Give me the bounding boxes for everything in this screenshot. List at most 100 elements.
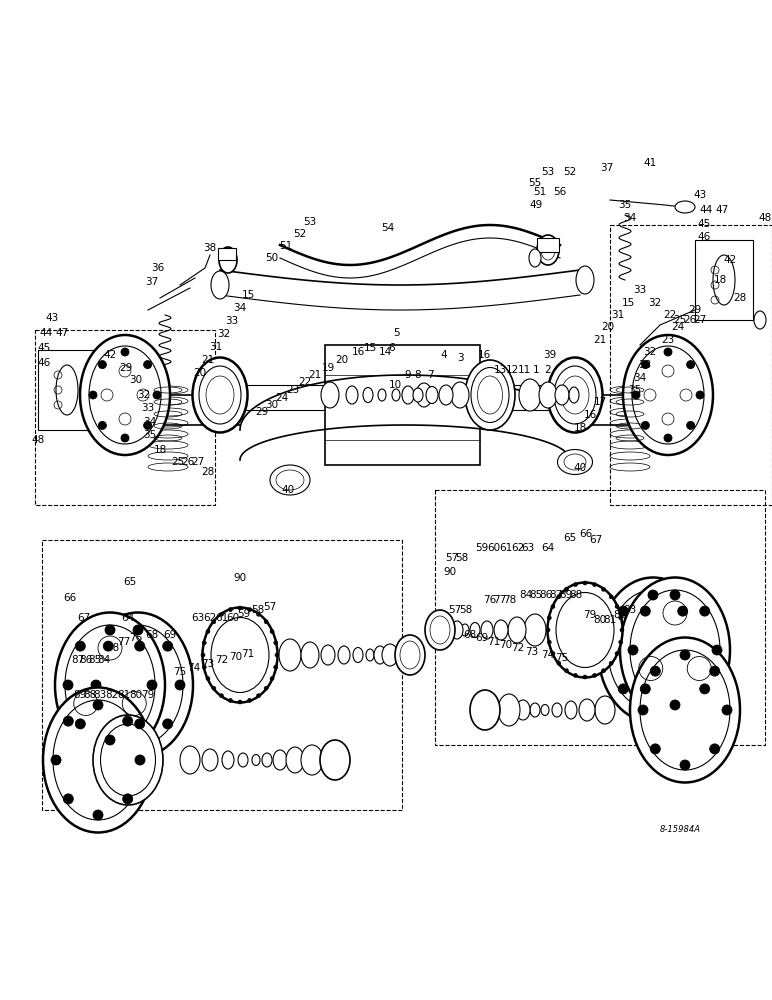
Circle shape <box>98 421 107 429</box>
Text: 35: 35 <box>628 385 642 395</box>
Circle shape <box>546 628 550 632</box>
Text: 62: 62 <box>511 543 525 553</box>
Text: 32: 32 <box>648 298 662 308</box>
Ellipse shape <box>623 335 713 455</box>
Bar <box>695 240 753 320</box>
Text: 60: 60 <box>226 613 239 623</box>
Text: 31: 31 <box>209 342 222 352</box>
Text: 29: 29 <box>689 305 702 315</box>
Circle shape <box>648 590 658 600</box>
Ellipse shape <box>425 610 455 650</box>
Circle shape <box>609 661 613 665</box>
Bar <box>35 330 215 505</box>
Circle shape <box>648 700 658 710</box>
Text: 69: 69 <box>164 630 177 640</box>
Text: 32: 32 <box>137 390 151 400</box>
Circle shape <box>564 587 568 591</box>
Circle shape <box>640 606 650 616</box>
Ellipse shape <box>547 582 622 678</box>
Ellipse shape <box>270 465 310 495</box>
Text: 25: 25 <box>171 457 185 467</box>
Text: 27: 27 <box>191 457 205 467</box>
Text: 5: 5 <box>393 328 399 338</box>
Text: 90: 90 <box>443 567 456 577</box>
Text: 18: 18 <box>154 445 167 455</box>
Circle shape <box>123 794 133 804</box>
Text: 34: 34 <box>633 373 647 383</box>
Text: 64: 64 <box>121 613 134 623</box>
Ellipse shape <box>222 751 234 769</box>
Text: 43: 43 <box>693 190 706 200</box>
Ellipse shape <box>471 367 509 422</box>
Text: 43: 43 <box>46 313 59 323</box>
Ellipse shape <box>55 612 165 758</box>
Circle shape <box>212 686 216 690</box>
Ellipse shape <box>402 386 414 404</box>
Ellipse shape <box>346 386 358 404</box>
Ellipse shape <box>461 624 469 636</box>
Circle shape <box>680 650 690 660</box>
Text: 42: 42 <box>723 255 736 265</box>
Text: 84: 84 <box>97 655 110 665</box>
Circle shape <box>601 669 605 673</box>
Text: 85: 85 <box>88 655 102 665</box>
Text: 49: 49 <box>530 200 543 210</box>
Text: 82: 82 <box>614 610 627 620</box>
Text: 47: 47 <box>716 205 729 215</box>
Text: 44: 44 <box>39 328 52 338</box>
Circle shape <box>63 680 73 690</box>
Text: 33: 33 <box>638 360 652 370</box>
Text: 46: 46 <box>37 358 51 368</box>
Text: 53: 53 <box>303 217 317 227</box>
Ellipse shape <box>595 696 615 724</box>
Ellipse shape <box>675 201 695 213</box>
Ellipse shape <box>56 365 78 415</box>
Ellipse shape <box>508 617 526 643</box>
Text: 38: 38 <box>203 243 217 253</box>
Circle shape <box>557 595 560 599</box>
Ellipse shape <box>301 745 323 775</box>
Text: 53: 53 <box>541 167 554 177</box>
Circle shape <box>51 755 61 765</box>
Circle shape <box>135 755 145 765</box>
Circle shape <box>202 641 206 645</box>
Text: 61: 61 <box>215 613 229 623</box>
Ellipse shape <box>366 649 374 661</box>
Ellipse shape <box>211 617 269 692</box>
Text: 79: 79 <box>584 610 597 620</box>
Circle shape <box>63 716 73 726</box>
Ellipse shape <box>262 753 272 767</box>
Ellipse shape <box>530 703 540 717</box>
Ellipse shape <box>541 704 549 716</box>
Circle shape <box>229 698 232 702</box>
Circle shape <box>640 684 650 694</box>
Circle shape <box>642 421 649 429</box>
Circle shape <box>144 361 151 369</box>
Circle shape <box>615 604 619 608</box>
Circle shape <box>105 625 115 635</box>
Ellipse shape <box>470 690 500 730</box>
Text: 21: 21 <box>201 355 215 365</box>
Text: 19: 19 <box>321 363 334 373</box>
Ellipse shape <box>465 360 515 430</box>
Circle shape <box>134 641 144 651</box>
Circle shape <box>722 705 732 715</box>
Ellipse shape <box>238 753 248 767</box>
Circle shape <box>593 673 597 677</box>
Text: 15: 15 <box>621 298 635 308</box>
Bar <box>42 540 402 810</box>
Text: 10: 10 <box>388 380 401 390</box>
Text: 21: 21 <box>594 335 607 345</box>
Ellipse shape <box>202 607 277 702</box>
Circle shape <box>93 700 103 710</box>
Text: 83: 83 <box>93 690 107 700</box>
Circle shape <box>123 716 133 726</box>
Circle shape <box>238 606 242 610</box>
Text: 87: 87 <box>71 655 85 665</box>
Text: 78: 78 <box>107 643 120 653</box>
Ellipse shape <box>320 740 350 780</box>
Circle shape <box>270 676 274 680</box>
Circle shape <box>201 653 205 657</box>
Text: 68: 68 <box>463 630 476 640</box>
Circle shape <box>664 434 672 442</box>
